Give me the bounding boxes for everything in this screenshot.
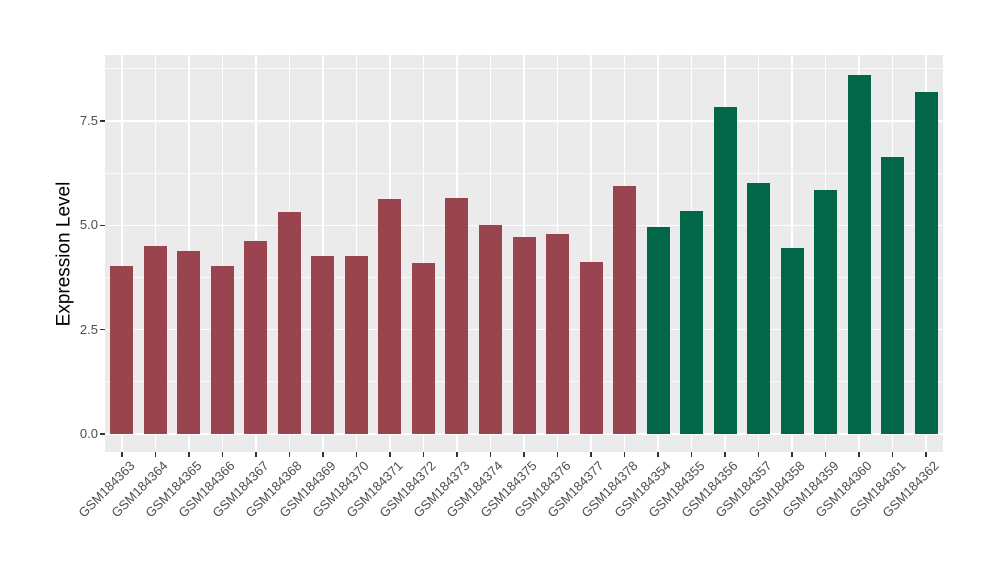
x-tick xyxy=(556,452,559,457)
y-tick-label: 2.5 xyxy=(79,321,98,337)
x-tick xyxy=(824,452,827,457)
y-tick xyxy=(100,224,105,227)
x-tick xyxy=(891,452,894,457)
x-tick xyxy=(757,452,760,457)
x-tick xyxy=(255,452,257,457)
x-tick xyxy=(288,452,291,457)
bar xyxy=(378,199,402,435)
gridline-x xyxy=(422,55,425,452)
y-tick xyxy=(100,433,105,435)
bar xyxy=(881,157,905,435)
x-tick xyxy=(858,452,860,457)
x-tick xyxy=(221,452,224,457)
bar xyxy=(579,262,603,435)
bar xyxy=(110,266,134,435)
x-tick xyxy=(657,452,659,457)
y-tick-label: 5.0 xyxy=(79,217,98,233)
bar xyxy=(814,190,838,435)
y-tick xyxy=(100,120,105,122)
x-tick xyxy=(724,452,726,457)
bar xyxy=(914,92,938,435)
y-tick xyxy=(100,328,105,331)
x-tick xyxy=(590,452,592,457)
bar xyxy=(210,265,234,435)
bar xyxy=(143,246,167,435)
bar xyxy=(478,224,502,435)
x-tick xyxy=(154,452,157,457)
x-tick xyxy=(489,452,492,457)
gridline-x xyxy=(121,55,123,452)
bar xyxy=(244,240,268,435)
x-tick xyxy=(690,452,693,457)
bar xyxy=(613,186,637,435)
bar xyxy=(747,182,771,435)
x-tick xyxy=(121,452,123,457)
bar xyxy=(512,236,536,435)
gridline-x xyxy=(355,55,358,452)
x-tick xyxy=(791,452,793,457)
x-tick xyxy=(355,452,358,457)
x-tick xyxy=(389,452,391,457)
x-tick xyxy=(188,452,190,457)
plot-panel xyxy=(105,55,943,452)
bar xyxy=(713,106,737,435)
bar xyxy=(411,262,435,435)
y-tick-label: 0.0 xyxy=(79,426,98,442)
bar xyxy=(847,75,871,435)
bar xyxy=(311,255,335,435)
bar xyxy=(277,211,301,435)
bar xyxy=(344,255,368,435)
bar xyxy=(680,211,704,435)
gridline-x xyxy=(322,55,324,452)
bar xyxy=(780,247,804,435)
x-tick xyxy=(523,452,525,457)
x-tick xyxy=(456,452,458,457)
bar xyxy=(445,198,469,435)
bar xyxy=(546,234,570,435)
bar xyxy=(177,251,201,435)
gridline-x xyxy=(221,55,224,452)
gridline-x xyxy=(590,55,592,452)
x-tick xyxy=(623,452,626,457)
bar xyxy=(646,227,670,435)
x-tick xyxy=(322,452,324,457)
x-tick xyxy=(925,452,927,457)
y-tick-label: 7.5 xyxy=(79,112,98,128)
x-tick xyxy=(422,452,425,457)
